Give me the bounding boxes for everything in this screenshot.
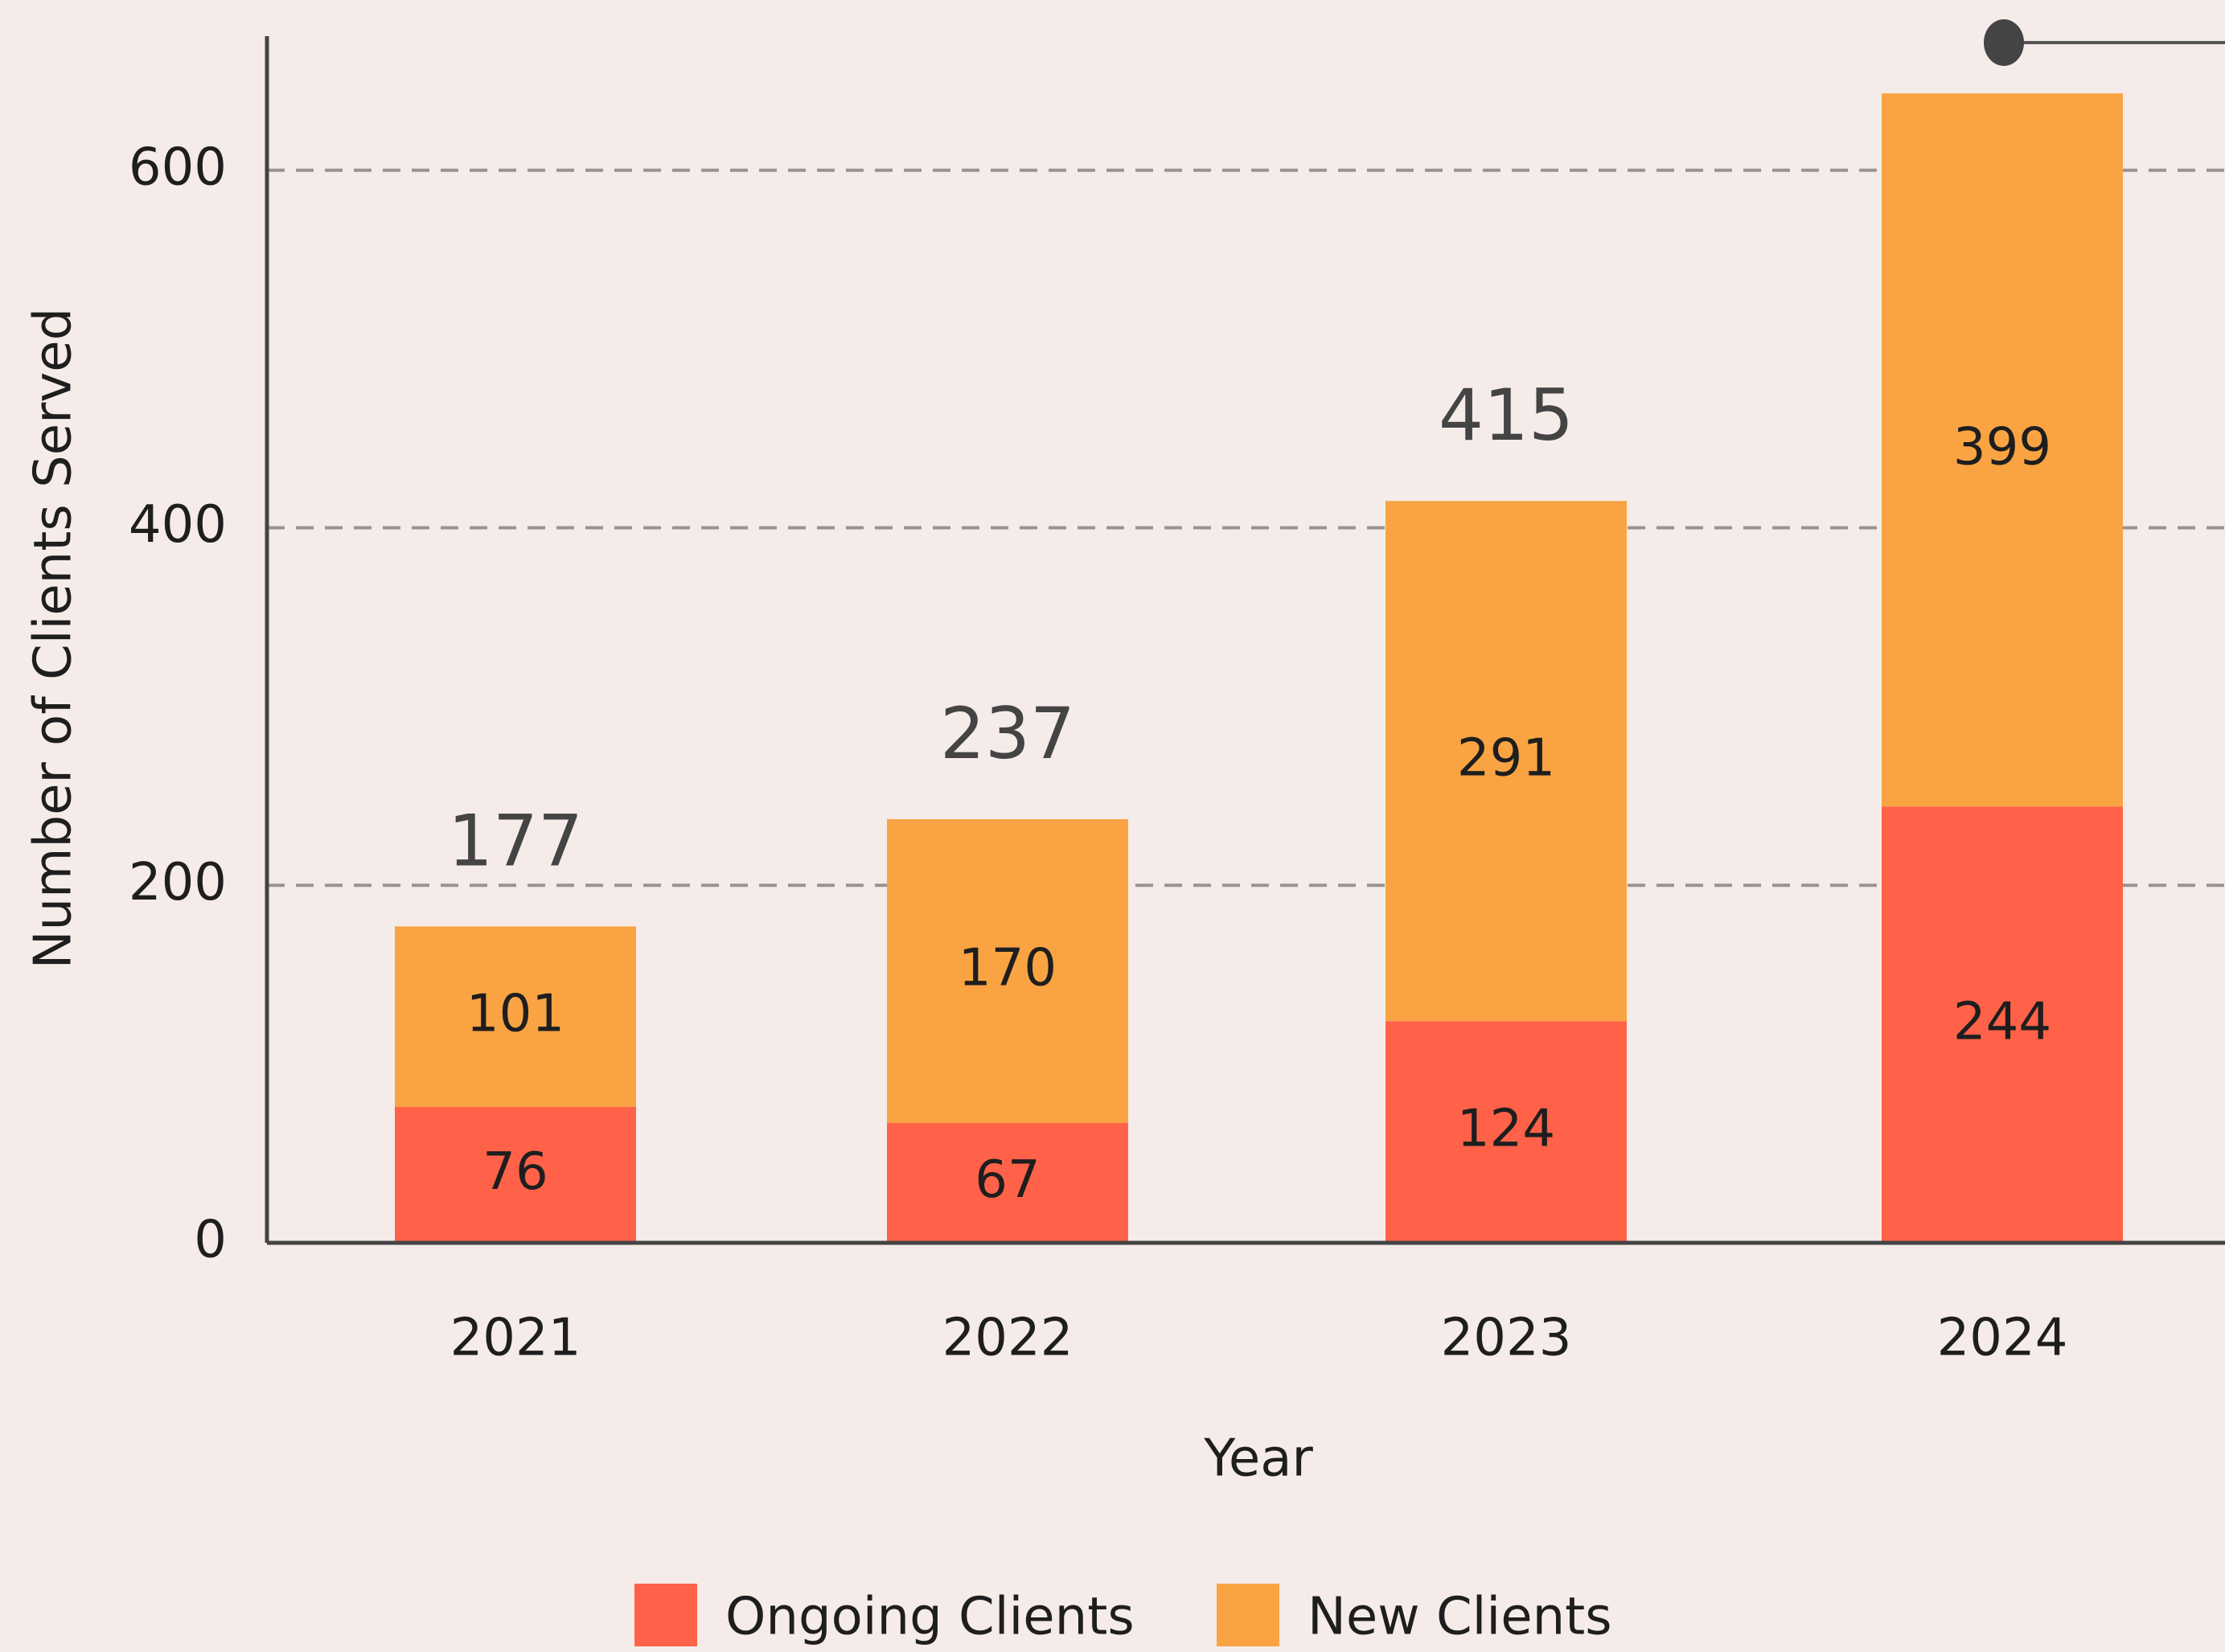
legend-swatch bbox=[1217, 1584, 1279, 1646]
x-tick-label: 2024 bbox=[1937, 1309, 2068, 1368]
bar-segment bbox=[1385, 1021, 1627, 1243]
bar-segment bbox=[1882, 806, 2123, 1243]
data-label: 101 bbox=[466, 984, 564, 1043]
x-axis-label: Year bbox=[1203, 1429, 1313, 1489]
data-label: 76 bbox=[482, 1142, 548, 1202]
legend-swatch bbox=[634, 1584, 697, 1646]
data-label: 244 bbox=[1953, 992, 2051, 1051]
data-label: 67 bbox=[975, 1150, 1040, 1210]
bar-segment bbox=[395, 1106, 636, 1243]
data-label: 124 bbox=[1457, 1100, 1555, 1159]
x-tick-label: 2021 bbox=[450, 1309, 581, 1368]
bar-segment bbox=[1385, 501, 1627, 1022]
bar-segment bbox=[887, 818, 1128, 1124]
total-label: 237 bbox=[940, 692, 1075, 775]
y-tick-label: 200 bbox=[129, 853, 227, 912]
y-tick-label: 400 bbox=[129, 495, 227, 555]
legend-label: New Clients bbox=[1307, 1588, 1612, 1647]
data-label: 291 bbox=[1457, 728, 1555, 788]
x-tick-label: 2023 bbox=[1441, 1309, 1572, 1368]
total-label: 177 bbox=[448, 799, 583, 882]
legend-label: Ongoing Clients bbox=[725, 1588, 1135, 1647]
bar-segment bbox=[1882, 93, 2123, 807]
bar-segment bbox=[395, 926, 636, 1107]
x-tick-label: 2022 bbox=[942, 1309, 1074, 1368]
bar-segment bbox=[887, 1123, 1128, 1243]
total-label: 415 bbox=[1439, 374, 1574, 457]
data-label: 170 bbox=[959, 939, 1057, 998]
y-tick-label: 0 bbox=[194, 1211, 227, 1270]
annotation-dot bbox=[1984, 19, 2024, 66]
y-axis-label: Number of Clients Served bbox=[24, 308, 84, 969]
data-label: 399 bbox=[1953, 417, 2051, 477]
y-tick-label: 600 bbox=[129, 137, 227, 197]
